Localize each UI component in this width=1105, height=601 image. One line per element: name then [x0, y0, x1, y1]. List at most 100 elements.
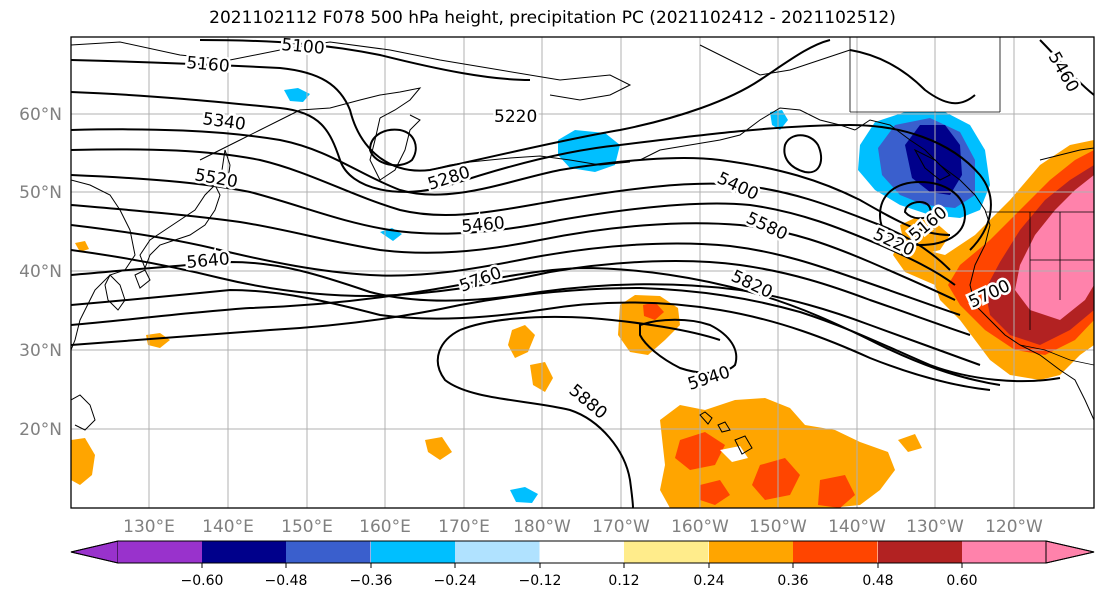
colorbar-bin	[202, 541, 287, 563]
contour-5640	[71, 260, 981, 366]
contour-5460	[71, 204, 956, 301]
colorbar-tick-label: 0.12	[608, 573, 639, 589]
colorbar-bin	[793, 541, 878, 563]
precip-hawaii-red-4	[700, 480, 730, 505]
contour-canada-upper	[849, 49, 976, 105]
lat-label-60n: 60°N	[19, 105, 62, 125]
lat-label-30n: 30°N	[19, 341, 62, 361]
contour-label-5220: 5220	[494, 107, 537, 127]
lon-label-130w: 130°W	[906, 517, 964, 537]
colorbar-tick-label: 0.60	[946, 573, 977, 589]
lon-label-160e: 160°E	[359, 517, 411, 537]
precip-pos-patch-5	[146, 333, 170, 348]
coast-china-south	[71, 394, 96, 431]
coast-bc	[854, 119, 991, 226]
contour-label-5160: 5160	[186, 53, 231, 77]
lon-label-140w: 140°W	[828, 517, 886, 537]
coast-vancouver-island	[913, 148, 951, 181]
precip-pos-patch-3	[425, 437, 452, 460]
contour-kamchatka-low	[368, 128, 417, 167]
contour-5880-top	[459, 315, 721, 341]
map-frame	[70, 36, 1095, 509]
contour-5760	[71, 266, 1001, 386]
coast-us-east-boundary	[1039, 147, 1094, 161]
precip-hawaii-red-2	[752, 458, 800, 500]
lon-label-170e: 170°E	[438, 517, 490, 537]
coast-hawaii	[699, 411, 753, 455]
precip-westcoast-pink	[1015, 175, 1094, 320]
contour-5280	[71, 128, 951, 236]
coast-korea	[104, 274, 126, 311]
contour-goa-low	[878, 180, 967, 247]
contour-5520	[71, 224, 961, 316]
lat-label-50n: 50°N	[19, 183, 62, 203]
map-area: 5100 5160 5220 5340 5520 5280 5460 5400 …	[71, 35, 1094, 508]
contour-5100	[199, 39, 531, 81]
contour-5220	[71, 91, 992, 251]
contour-5400	[71, 174, 956, 286]
colorbar-bin	[878, 541, 963, 563]
contour-canada-5460	[1039, 39, 1094, 96]
coast-japan	[139, 184, 221, 270]
colorbar-bin	[371, 541, 456, 563]
coast-alaska-north	[699, 44, 851, 76]
map-title: 2021102112 F078 500 hPa height, precipit…	[209, 8, 896, 28]
boundaries	[849, 37, 1094, 366]
precip-neg-patch-5	[770, 110, 788, 130]
colorbar-tick-label: −0.24	[434, 573, 477, 589]
height-contours	[71, 39, 1094, 508]
colorbar-tick-label: −0.60	[181, 573, 224, 589]
coast-alaska	[639, 107, 856, 161]
contour-5340	[71, 148, 951, 271]
contour-5160	[71, 39, 831, 172]
precip-pos-patch-7	[898, 434, 922, 452]
contour-5940	[639, 318, 738, 374]
precip-neg-patch-2	[284, 88, 310, 102]
precip-neg-patch-4	[510, 487, 538, 503]
coast-kyushu	[134, 269, 151, 289]
colorbar-bin	[455, 541, 540, 563]
precip-neg-patch-1	[558, 130, 620, 172]
colorbar-outline	[70, 540, 1095, 564]
colorbar-tick-label: 0.24	[693, 573, 724, 589]
colorbar-tick-label: 0.36	[777, 573, 808, 589]
coast-kamchatka	[369, 114, 421, 181]
precip-pos-cpac-red	[643, 302, 664, 320]
contour-5700	[71, 288, 991, 391]
lon-label-130e: 130°E	[123, 517, 175, 537]
colorbar-tick-label: 0.48	[862, 573, 893, 589]
lon-label-160w: 160°W	[671, 517, 729, 537]
longitude-labels: 130°E 140°E 150°E 160°E 170°E 180°W 170°…	[123, 517, 1043, 537]
contour-label-5460: 5460	[461, 213, 506, 237]
colorbar-ticks	[201, 563, 963, 568]
colorbar-bin	[962, 541, 1047, 563]
lon-label-150w: 150°W	[749, 517, 807, 537]
lon-label-180w: 180°W	[513, 517, 571, 537]
lon-label-150e: 150°E	[281, 517, 333, 537]
latitude-labels: 60°N 50°N 40°N 30°N 20°N	[19, 105, 62, 440]
colorbar-tick-label: −0.36	[350, 573, 393, 589]
precip-hawaii-hole	[720, 446, 748, 462]
graticule	[71, 37, 1094, 508]
lon-label-140e: 140°E	[202, 517, 254, 537]
precip-pos-patch-6	[75, 241, 89, 252]
lon-label-120w: 120°W	[985, 517, 1043, 537]
colorbar: −0.60 −0.48 −0.36 −0.24 −0.12 0.12 0.24 …	[70, 540, 1095, 589]
contour-5580	[71, 249, 971, 336]
precip-goa-dark	[905, 125, 962, 195]
contour-label-5640: 5640	[186, 249, 231, 273]
colorbar-tick-label: −0.12	[519, 573, 562, 589]
contour-label-5100: 5100	[281, 35, 326, 59]
colorbar-extend-high	[1045, 540, 1095, 564]
colorbar-extend-low	[70, 540, 119, 564]
colorbar-bin	[709, 541, 794, 563]
colorbar-bin	[286, 541, 371, 563]
coastlines	[71, 41, 1094, 455]
lat-label-20n: 20°N	[19, 420, 62, 440]
colorbar-bin	[118, 541, 203, 563]
precip-hawaii-red-3	[818, 475, 855, 508]
contour-goa-low-inner	[903, 200, 932, 220]
coast-siberia-east	[299, 87, 422, 119]
colorbar-bin	[540, 541, 625, 563]
